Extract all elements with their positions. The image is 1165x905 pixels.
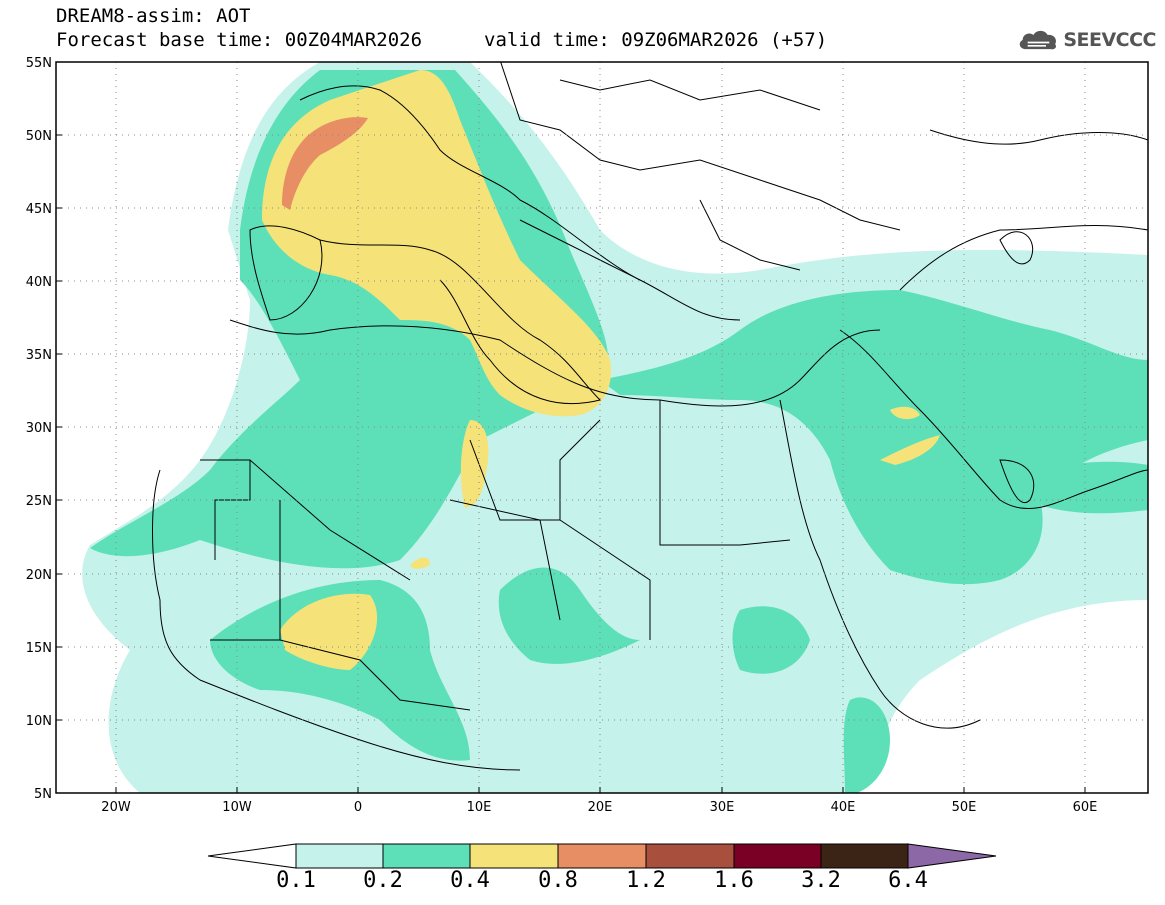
lat-label: 45N [26,202,52,217]
lon-label: 40E [831,800,856,815]
lat-label: 30N [26,421,52,436]
lat-label: 40N [26,275,52,290]
longitude-labels: 20W 10W 0 10E 20E 30E 40E 50E 60E [101,800,1097,815]
cloud-icon [1019,30,1057,50]
lat-label: 5N [34,787,52,802]
coastlines [152,62,1148,771]
lat-label: 55N [26,56,52,71]
colorbar-label: 6.4 [888,868,928,893]
colorbar-label: 3.2 [801,868,841,893]
lon-label: 0 [354,800,362,815]
colorbar-label: 1.6 [714,868,754,893]
colorbar-label: 1.2 [626,868,666,893]
lon-label: 10E [467,800,492,815]
lon-label: 30E [710,800,735,815]
colorbar [207,843,997,869]
model-title: DREAM8-assim: AOT [56,5,251,27]
lat-label: 25N [26,494,52,509]
aot-contours [56,62,1148,793]
lon-label: 10W [222,800,252,815]
lon-label: 50E [952,800,977,815]
latitude-labels: 55N 50N 45N 40N 35N 30N 25N 20N 15N 10N … [26,56,52,802]
colorbar-label: 0.2 [363,868,403,893]
ticks [56,61,1086,794]
colorbar-swatch [645,843,735,869]
lat-label: 50N [26,129,52,144]
colorbar-swatch [295,843,384,869]
colorbar-swatch [820,843,909,869]
base-time-label: Forecast base time: 00Z04MAR2026 [56,29,423,51]
colorbar-over [907,843,997,869]
colorbar-swatch [557,843,647,869]
colorbar-swatch [733,843,822,869]
valid-time-label: valid time: 09Z06MAR2026 (+57) [484,29,828,51]
colorbar-label: 0.1 [276,868,316,893]
lon-label: 20W [101,800,131,815]
colorbar-swatch [382,843,471,869]
lat-label: 15N [26,641,52,656]
grid-lines [56,62,1148,793]
aot-level-0.8 [282,117,368,210]
colorbar-swatch [469,843,559,869]
lon-label: 20E [588,800,613,815]
lon-label: 60E [1073,800,1098,815]
seevccc-logo: SEEVCCC [1016,22,1156,58]
lat-label: 20N [26,568,52,583]
colorbar-label: 0.8 [538,868,578,893]
lat-label: 10N [26,714,52,729]
colorbar-under [207,843,297,869]
colorbar-label: 0.4 [450,868,490,893]
logo-text: SEEVCCC [1063,29,1156,51]
lat-label: 35N [26,348,52,363]
